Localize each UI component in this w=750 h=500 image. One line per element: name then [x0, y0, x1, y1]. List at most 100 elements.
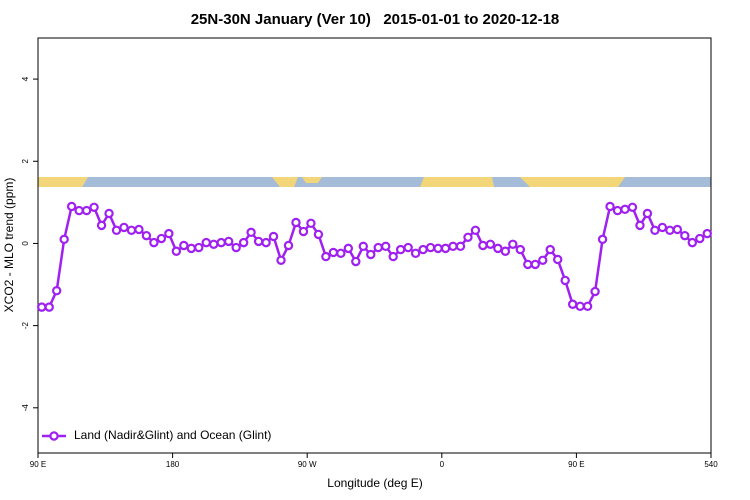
data-point: [695, 233, 705, 244]
data-point: [582, 301, 593, 312]
land-strip: [272, 177, 298, 187]
data-point: [231, 242, 241, 253]
data-point: [119, 222, 129, 233]
data-point: [530, 259, 540, 270]
data-point: [657, 222, 668, 233]
x-tick-label: 90 E: [568, 460, 584, 469]
data-point: [194, 242, 204, 253]
data-point: [171, 246, 182, 256]
data-point: [485, 239, 496, 249]
x-tick-label: 90 E: [30, 460, 46, 469]
data-point: [440, 243, 451, 254]
data-point: [238, 237, 249, 248]
legend-marker: [49, 431, 59, 441]
x-tick-label: 180: [166, 460, 180, 469]
data-point: [89, 202, 99, 212]
data-point: [403, 242, 413, 253]
data-point: [321, 251, 331, 262]
data-point: [111, 225, 122, 235]
data-point: [538, 255, 548, 265]
data-point: [642, 208, 653, 219]
data-point: [313, 229, 324, 240]
data-point: [381, 241, 391, 252]
data-point: [493, 243, 503, 254]
data-point: [179, 240, 189, 251]
data-point: [186, 243, 196, 254]
data-point: [44, 302, 54, 312]
data-point: [261, 237, 271, 248]
data-point: [395, 244, 406, 255]
x-tick-label: 540: [704, 460, 718, 469]
x-tick-label: 90 W: [298, 460, 317, 469]
data-point: [545, 244, 555, 255]
data-point: [328, 247, 339, 258]
data-point: [253, 236, 264, 247]
data-point: [560, 275, 570, 286]
data-point: [223, 236, 234, 247]
data-point: [149, 237, 159, 248]
data-point: [425, 242, 436, 253]
data-point: [276, 255, 286, 265]
plot-frame: [37, 37, 712, 454]
land-strip: [520, 177, 625, 187]
data-point: [478, 240, 488, 251]
data-point: [268, 231, 279, 242]
data-point: [605, 201, 615, 212]
data-point: [37, 302, 47, 312]
data-point: [366, 249, 376, 260]
data-point: [51, 285, 62, 296]
y-tick-label: -2: [21, 322, 30, 330]
y-axis-label: XCO2 - MLO trend (ppm): [2, 178, 16, 313]
data-point: [553, 254, 563, 265]
data-point: [702, 228, 712, 239]
data-point: [575, 301, 585, 312]
land-strip: [38, 177, 88, 187]
data-point: [336, 248, 346, 259]
data-point: [590, 286, 600, 297]
data-point: [104, 208, 114, 219]
land-strip: [420, 177, 494, 187]
y-tick-label: -4: [21, 404, 30, 412]
data-point: [74, 205, 84, 216]
x-axis-label: Longitude (deg E): [327, 476, 422, 490]
data-point: [283, 240, 294, 251]
y-tick-label: 2: [21, 158, 30, 163]
data-point: [620, 204, 630, 215]
data-point: [351, 256, 361, 267]
data-point: [298, 226, 309, 237]
data-point: [665, 225, 675, 235]
data-point: [141, 230, 152, 241]
data-point: [463, 232, 473, 242]
data-point: [291, 217, 301, 228]
data-point: [59, 234, 69, 245]
data-point: [126, 225, 137, 235]
data-point: [134, 224, 144, 235]
land-strip: [302, 177, 322, 183]
data-point: [201, 237, 211, 248]
data-point: [597, 234, 608, 245]
y-tick-label: 0: [21, 241, 30, 246]
data-point: [612, 205, 623, 216]
data-point: [470, 225, 481, 235]
data-point: [164, 228, 174, 239]
data-point: [627, 202, 638, 212]
data-point: [680, 230, 690, 241]
data-point: [567, 299, 578, 309]
ocean-strip: [38, 177, 711, 187]
data-point: [343, 243, 354, 254]
legend-label: Land (Nadir&Glint) and Ocean (Glint): [74, 428, 271, 442]
data-point: [373, 242, 383, 253]
data-point: [650, 225, 660, 235]
data-point: [306, 218, 316, 229]
data-point: [81, 205, 92, 216]
data-point: [500, 246, 511, 256]
y-tick-label: 4: [21, 76, 30, 81]
data-point: [635, 220, 645, 231]
data-point: [388, 251, 398, 262]
data-point: [448, 241, 458, 252]
legend: Land (Nadir&Glint) and Ocean (Glint): [42, 428, 271, 442]
chart-title: 25N-30N January (Ver 10) 2015-01-01 to 2…: [191, 11, 560, 28]
data-point: [515, 244, 526, 255]
data-point: [523, 259, 533, 270]
